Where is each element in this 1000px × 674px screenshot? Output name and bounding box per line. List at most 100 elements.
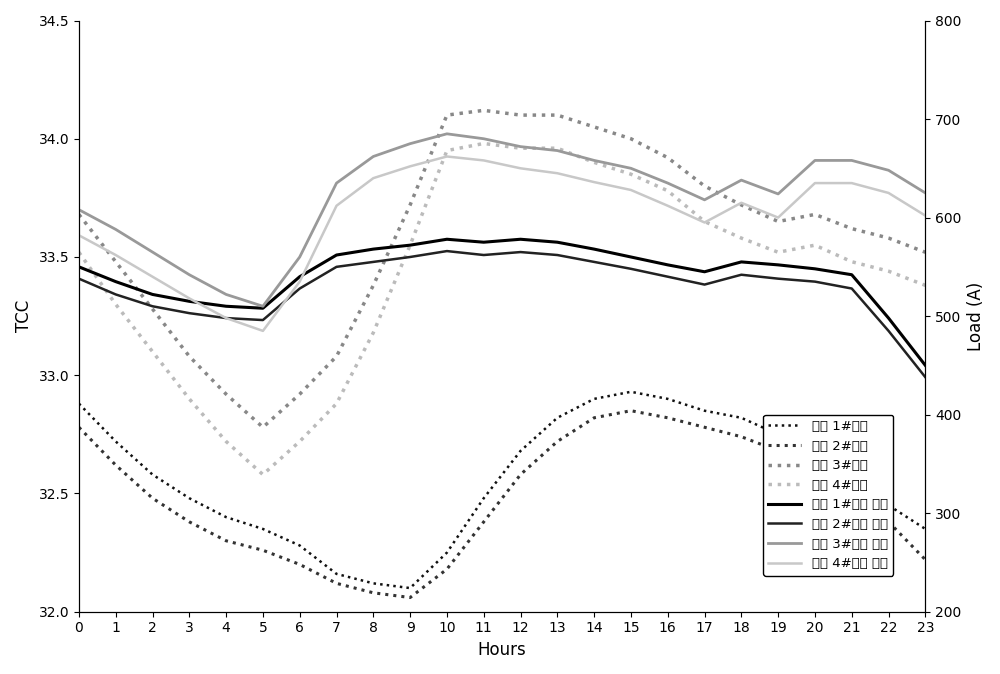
电缆 1#传输 电流 [515, 235, 527, 243]
电缆 3#温度 [551, 111, 563, 119]
电缆 3#传输 电流 [441, 130, 453, 138]
电缆 2#温度 [367, 589, 379, 597]
电缆 2#传输 电流 [515, 248, 527, 256]
电缆 2#温度 [919, 555, 931, 563]
电缆 3#传输 电流 [551, 146, 563, 154]
电缆 1#温度 [809, 442, 821, 450]
电缆 4#传输 电流 [551, 169, 563, 177]
电缆 3#传输 电流 [809, 156, 821, 164]
电缆 1#传输 电流 [809, 265, 821, 273]
电缆 3#温度 [919, 248, 931, 256]
电缆 2#传输 电流 [625, 265, 637, 273]
电缆 3#传输 电流 [588, 156, 600, 164]
电缆 3#温度 [735, 201, 747, 209]
Line: 电缆 1#传输 电流: 电缆 1#传输 电流 [79, 239, 925, 365]
电缆 1#传输 电流 [367, 245, 379, 253]
电缆 4#温度 [735, 234, 747, 242]
电缆 2#温度 [515, 470, 527, 479]
电缆 2#温度 [478, 518, 490, 526]
电缆 1#传输 电流 [404, 241, 416, 249]
电缆 4#传输 电流 [294, 278, 306, 286]
电缆 2#传输 电流 [441, 247, 453, 255]
电缆 1#传输 电流 [147, 290, 159, 299]
电缆 3#传输 电流 [147, 248, 159, 256]
电缆 4#传输 电流 [883, 189, 895, 197]
电缆 4#温度 [883, 267, 895, 275]
电缆 4#温度 [331, 400, 343, 408]
电缆 1#温度 [441, 549, 453, 557]
电缆 1#温度 [220, 513, 232, 521]
电缆 2#温度 [588, 414, 600, 422]
电缆 4#传输 电流 [183, 295, 195, 303]
电缆 2#传输 电流 [699, 280, 711, 288]
电缆 2#传输 电流 [588, 258, 600, 266]
电缆 2#传输 电流 [73, 274, 85, 282]
电缆 3#传输 电流 [367, 152, 379, 160]
电缆 3#温度 [367, 281, 379, 289]
电缆 1#传输 电流 [699, 268, 711, 276]
电缆 4#传输 电流 [147, 273, 159, 281]
电缆 4#温度 [919, 281, 931, 289]
电缆 2#传输 电流 [662, 273, 674, 281]
电缆 4#传输 电流 [220, 314, 232, 322]
电缆 4#温度 [588, 158, 600, 166]
电缆 1#温度 [147, 470, 159, 479]
电缆 3#传输 电流 [220, 290, 232, 299]
电缆 2#温度 [147, 494, 159, 502]
电缆 2#温度 [846, 489, 858, 497]
电缆 3#温度 [515, 111, 527, 119]
电缆 2#传输 电流 [220, 314, 232, 322]
电缆 2#温度 [257, 546, 269, 554]
电缆 4#温度 [699, 218, 711, 226]
电缆 3#温度 [294, 390, 306, 398]
电缆 3#温度 [110, 257, 122, 266]
电缆 1#传输 电流 [735, 258, 747, 266]
电缆 3#温度 [73, 210, 85, 218]
电缆 2#传输 电流 [478, 251, 490, 259]
电缆 1#温度 [515, 447, 527, 455]
电缆 2#传输 电流 [809, 278, 821, 286]
电缆 3#温度 [220, 390, 232, 398]
电缆 1#温度 [367, 579, 379, 587]
电缆 1#传输 电流 [220, 302, 232, 310]
电缆 1#温度 [883, 501, 895, 510]
电缆 3#传输 电流 [883, 166, 895, 175]
电缆 3#温度 [699, 182, 711, 190]
电缆 2#温度 [772, 447, 784, 455]
电缆 2#温度 [735, 433, 747, 441]
电缆 3#温度 [772, 218, 784, 226]
电缆 3#温度 [183, 353, 195, 361]
电缆 4#传输 电流 [662, 202, 674, 210]
电缆 2#传输 电流 [257, 316, 269, 324]
电缆 1#传输 电流 [551, 238, 563, 246]
电缆 2#温度 [662, 414, 674, 422]
Line: 电缆 3#传输 电流: 电缆 3#传输 电流 [79, 134, 925, 306]
电缆 4#传输 电流 [809, 179, 821, 187]
电缆 4#传输 电流 [699, 218, 711, 226]
电缆 3#温度 [331, 353, 343, 361]
电缆 1#温度 [919, 525, 931, 533]
电缆 4#温度 [772, 248, 784, 256]
电缆 1#温度 [110, 437, 122, 446]
电缆 3#温度 [809, 210, 821, 218]
电缆 4#温度 [625, 170, 637, 178]
电缆 3#温度 [257, 423, 269, 431]
电缆 1#传输 电流 [73, 263, 85, 271]
电缆 1#传输 电流 [625, 253, 637, 261]
电缆 3#传输 电流 [110, 225, 122, 233]
电缆 2#温度 [883, 518, 895, 526]
电缆 2#温度 [551, 437, 563, 446]
电缆 4#传输 电流 [772, 214, 784, 222]
电缆 1#传输 电流 [772, 261, 784, 269]
电缆 1#温度 [257, 525, 269, 533]
电缆 4#传输 电流 [625, 186, 637, 194]
电缆 4#温度 [846, 257, 858, 266]
电缆 1#温度 [294, 541, 306, 549]
电缆 1#传输 电流 [183, 297, 195, 305]
电缆 1#温度 [551, 414, 563, 422]
Line: 电缆 2#温度: 电缆 2#温度 [79, 410, 925, 598]
Line: 电缆 1#温度: 电缆 1#温度 [79, 392, 925, 588]
电缆 2#温度 [441, 565, 453, 573]
电缆 1#温度 [404, 584, 416, 592]
电缆 1#传输 电流 [478, 238, 490, 246]
